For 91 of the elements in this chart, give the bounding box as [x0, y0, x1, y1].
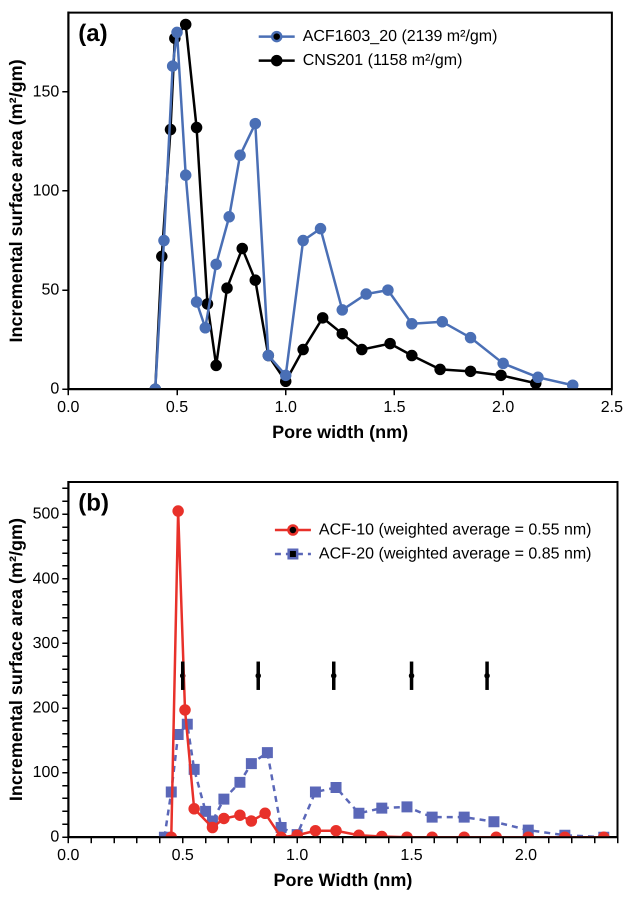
y-tick-label: 200	[32, 699, 60, 716]
y-tick-label: 0	[50, 380, 60, 398]
point	[200, 806, 212, 817]
x-tick-label: 0.0	[57, 399, 80, 416]
point	[384, 338, 396, 350]
point	[280, 370, 292, 382]
point	[200, 322, 212, 334]
point	[464, 366, 476, 378]
legend-label: ACF-10 (weighted average = 0.55 nm)	[318, 521, 592, 538]
point	[234, 809, 246, 821]
point	[221, 282, 233, 294]
point	[330, 782, 342, 793]
x-tick-label: 1.0	[286, 847, 308, 864]
x-tick-label: 2.0	[492, 399, 514, 416]
point	[434, 364, 446, 376]
point	[360, 288, 372, 300]
legend-label: CNS201 (1158 m²/gm)	[302, 52, 462, 70]
point	[262, 747, 273, 758]
point	[190, 296, 202, 308]
point	[180, 18, 192, 30]
point	[464, 332, 476, 344]
point	[310, 786, 321, 798]
y-tick-label: 400	[32, 570, 60, 588]
point	[218, 794, 230, 805]
point	[250, 118, 262, 130]
point	[436, 316, 448, 328]
point	[250, 274, 262, 286]
point	[297, 344, 309, 356]
chart-title: (a)	[78, 20, 108, 48]
point	[234, 150, 246, 162]
point	[158, 234, 170, 246]
x-axis-title: Pore Width (nm)	[273, 870, 412, 890]
point	[210, 360, 222, 372]
x-tick-label: 2.5	[600, 399, 624, 416]
point	[336, 304, 348, 316]
point	[310, 824, 322, 836]
point	[532, 372, 544, 384]
point	[314, 222, 326, 234]
point	[234, 776, 246, 788]
x-tick-label: 1.5	[383, 399, 406, 416]
point	[356, 344, 368, 356]
point	[376, 802, 388, 814]
point	[336, 328, 348, 340]
point	[180, 169, 192, 181]
point	[401, 801, 412, 812]
x-tick-label: 0.5	[172, 847, 194, 864]
point	[188, 803, 200, 815]
y-axis-title: Incremental surface area (m²/gm)	[6, 59, 26, 342]
legend-label: ACF1603_20 (2139 m²/gm)	[302, 28, 498, 46]
point	[495, 370, 507, 382]
y-tick-label: 100	[32, 182, 60, 200]
point	[566, 379, 578, 390]
point	[246, 758, 257, 770]
x-tick-label: 2.0	[514, 847, 538, 864]
y-tick-label: 0	[50, 828, 60, 846]
point	[382, 284, 394, 296]
point	[171, 26, 183, 38]
point	[166, 60, 178, 72]
point	[179, 704, 191, 716]
point	[246, 815, 258, 827]
x-tick-label: 1.0	[274, 399, 297, 416]
point	[297, 234, 309, 246]
y-tick-label: 50	[42, 282, 60, 298]
point	[406, 318, 418, 330]
point	[172, 505, 184, 517]
legend-label: ACF-20 (weighted average = 0.85 nm)	[318, 545, 592, 562]
y-tick-label: 500	[32, 506, 60, 523]
point	[458, 812, 470, 823]
point	[426, 812, 438, 823]
chart-title: (b)	[78, 490, 109, 517]
x-tick-label: 0.0	[57, 847, 80, 864]
point	[206, 822, 218, 834]
y-axis-title: Incremental surface area (m²/gm)	[6, 518, 26, 802]
point	[497, 358, 509, 370]
point	[353, 808, 364, 819]
point	[236, 242, 248, 254]
point	[488, 816, 500, 828]
x-axis-title: Pore width (nm)	[272, 422, 408, 442]
point	[406, 350, 418, 362]
point	[316, 312, 328, 324]
point	[223, 211, 235, 223]
point	[190, 122, 202, 134]
x-tick-label: 1.5	[400, 847, 423, 864]
point	[259, 808, 271, 820]
y-tick-label: 300	[32, 634, 60, 652]
point	[330, 824, 342, 836]
y-tick-label: 150	[32, 83, 60, 100]
point	[210, 258, 222, 270]
y-tick-label: 100	[32, 764, 60, 782]
x-tick-label: 0.5	[166, 399, 188, 416]
point	[218, 812, 230, 824]
